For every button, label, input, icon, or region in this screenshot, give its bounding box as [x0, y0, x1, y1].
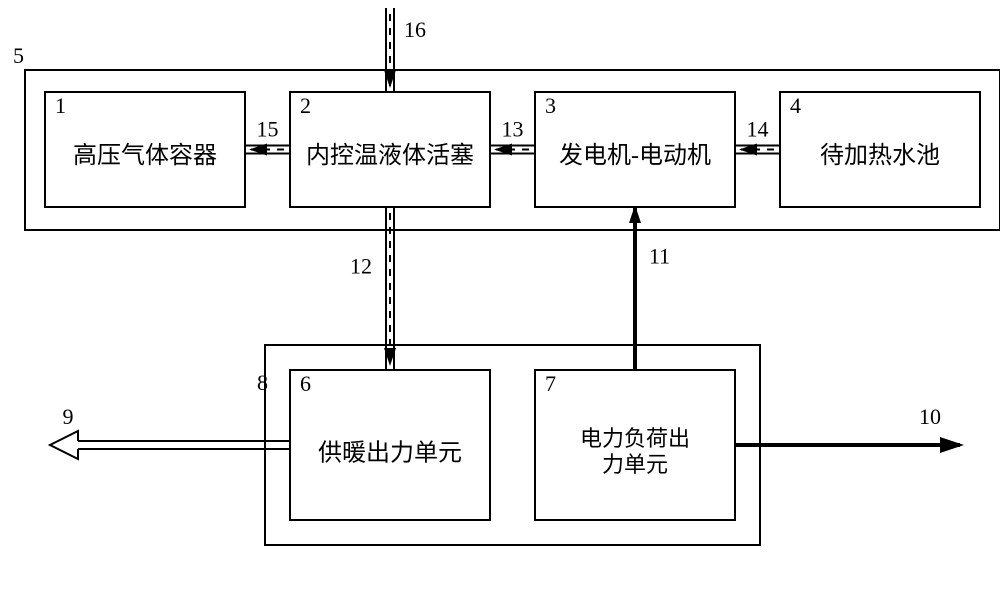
- node-7-num: 7: [545, 371, 556, 396]
- node-7: 7 电力负荷出 力单元: [535, 370, 735, 520]
- node-7-label2: 力单元: [602, 452, 668, 477]
- node-2-label: 内控温液体活塞: [306, 142, 474, 169]
- node-3-label: 发电机-电动机: [559, 142, 711, 169]
- group-8-num: 8: [257, 370, 268, 395]
- node-6-num: 6: [300, 371, 311, 396]
- edge-label-9: 9: [63, 404, 74, 429]
- edge-label-12: 12: [350, 254, 372, 279]
- node-3: 3 发电机-电动机: [535, 92, 735, 207]
- node-6-label: 供暖出力单元: [318, 440, 462, 467]
- edge-label-11: 11: [649, 244, 670, 269]
- edge-label-14: 14: [747, 117, 769, 142]
- edge-label-10: 10: [919, 404, 941, 429]
- diagram-canvas: 5 8 151314161211910 1 高压气体容器 2 内控温液体活塞 3…: [0, 0, 1000, 593]
- edge-label-16: 16: [404, 17, 426, 42]
- node-2-num: 2: [300, 93, 311, 118]
- node-7-label1: 电力负荷出: [580, 426, 690, 451]
- node-1: 1 高压气体容器: [45, 92, 245, 207]
- node-1-label: 高压气体容器: [73, 142, 217, 169]
- node-1-num: 1: [55, 93, 66, 118]
- group-5-num: 5: [13, 43, 24, 68]
- node-2: 2 内控温液体活塞: [290, 92, 490, 207]
- node-4-num: 4: [790, 93, 801, 118]
- node-3-num: 3: [545, 93, 556, 118]
- edge-label-13: 13: [502, 117, 524, 142]
- edge-label-15: 15: [257, 117, 279, 142]
- node-4: 4 待加热水池: [780, 92, 980, 207]
- node-4-label: 待加热水池: [820, 142, 940, 169]
- node-6: 6 供暖出力单元: [290, 370, 490, 520]
